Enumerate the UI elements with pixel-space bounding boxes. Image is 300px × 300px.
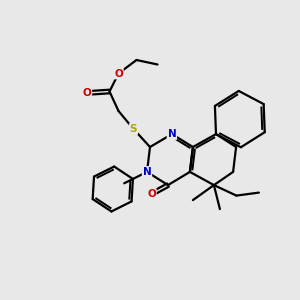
Text: O: O xyxy=(82,88,91,98)
Text: N: N xyxy=(167,129,176,139)
Text: S: S xyxy=(130,124,137,134)
Text: N: N xyxy=(142,167,152,177)
Text: O: O xyxy=(114,68,123,79)
Text: O: O xyxy=(147,189,156,199)
